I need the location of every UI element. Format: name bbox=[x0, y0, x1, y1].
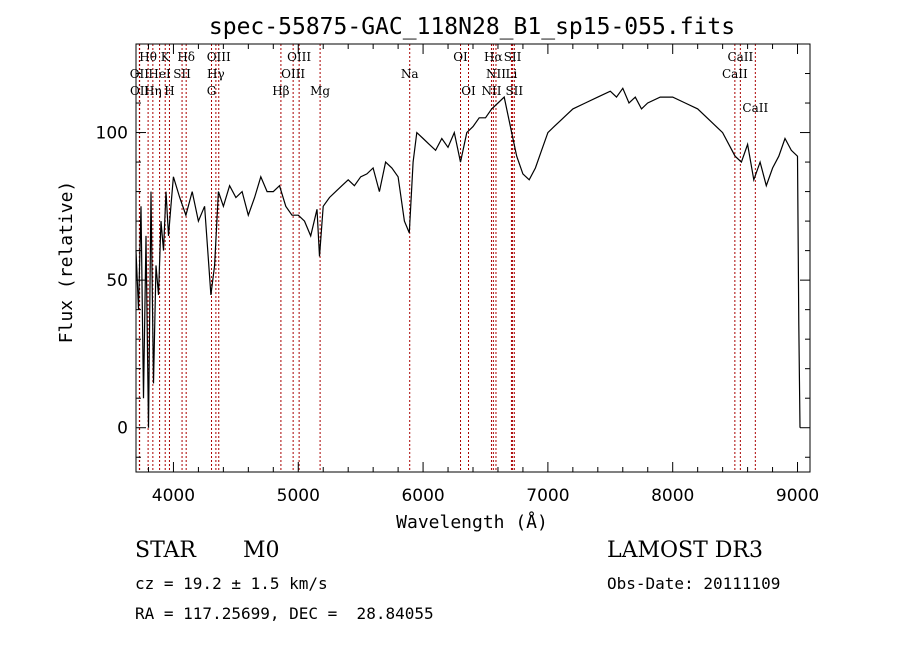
y-axis-label: Flux (relative) bbox=[56, 181, 77, 344]
x-tick-label: 4000 bbox=[152, 486, 195, 506]
emission-line-label: G bbox=[207, 84, 217, 98]
x-tick-label: 5000 bbox=[277, 486, 320, 506]
emission-line-label: CaII bbox=[727, 50, 753, 64]
emission-line-label: Li bbox=[506, 67, 518, 81]
axis-ticks: 4000 5000 6000 7000 8000 9000 0 50 100 bbox=[96, 44, 819, 506]
emission-line-label: Hη bbox=[144, 84, 162, 98]
y-tick-label: 50 bbox=[106, 271, 128, 291]
emission-line-label: OIII bbox=[281, 67, 305, 81]
x-tick-label: 6000 bbox=[401, 486, 444, 506]
emission-line-label: SII bbox=[505, 84, 523, 98]
emission-line-label: Hγ bbox=[207, 67, 225, 81]
emission-line-label: OII bbox=[130, 84, 150, 98]
ra-dec-coordinates: RA = 117.25699, DEC = 28.84055 bbox=[135, 604, 434, 623]
emission-line-label: HeI bbox=[148, 67, 171, 81]
spectrum-series-line bbox=[135, 87, 801, 428]
emission-line-label: Hβ bbox=[272, 84, 289, 98]
emission-line-label: CaII bbox=[742, 101, 768, 115]
emission-line-label: Hα bbox=[484, 50, 503, 64]
emission-line-label: Mg bbox=[310, 84, 330, 98]
x-tick-label: 9000 bbox=[776, 486, 819, 506]
observation-date: Obs-Date: 20111109 bbox=[607, 574, 781, 593]
x-axis-label: Wavelength (Å) bbox=[396, 511, 548, 533]
emission-line-label: NII bbox=[486, 67, 506, 81]
emission-line-label: OI bbox=[461, 84, 476, 98]
survey-name: LAMOST DR3 bbox=[607, 538, 763, 563]
emission-line-label: OIII bbox=[207, 50, 231, 64]
emission-line-label: CaII bbox=[722, 67, 748, 81]
emission-line-label: K bbox=[161, 50, 171, 64]
emission-line-label: Hθ bbox=[139, 50, 157, 64]
emission-line-label: SII bbox=[504, 50, 522, 64]
y-tick-label: 100 bbox=[96, 124, 128, 144]
object-class: STAR bbox=[135, 538, 196, 563]
emission-line-label: Na bbox=[401, 67, 419, 81]
emission-line-label: SII bbox=[173, 67, 191, 81]
x-tick-label: 7000 bbox=[526, 486, 569, 506]
x-tick-label: 8000 bbox=[651, 486, 694, 506]
chart-title: spec-55875-GAC_118N28_B1_sp15-055.fits bbox=[209, 14, 735, 40]
emission-line-label: OIII bbox=[287, 50, 311, 64]
emission-line-label: NII bbox=[481, 84, 501, 98]
plot-frame bbox=[135, 43, 811, 473]
redshift-cz: cz = 19.2 ± 1.5 km/s bbox=[135, 574, 328, 593]
emission-line-label: Hδ bbox=[177, 50, 195, 64]
emission-line-markers bbox=[138, 44, 756, 472]
object-subclass: M0 bbox=[243, 538, 280, 563]
emission-line-label: OI bbox=[453, 50, 468, 64]
y-tick-label: 0 bbox=[117, 419, 128, 439]
emission-line-label: H bbox=[164, 84, 174, 98]
